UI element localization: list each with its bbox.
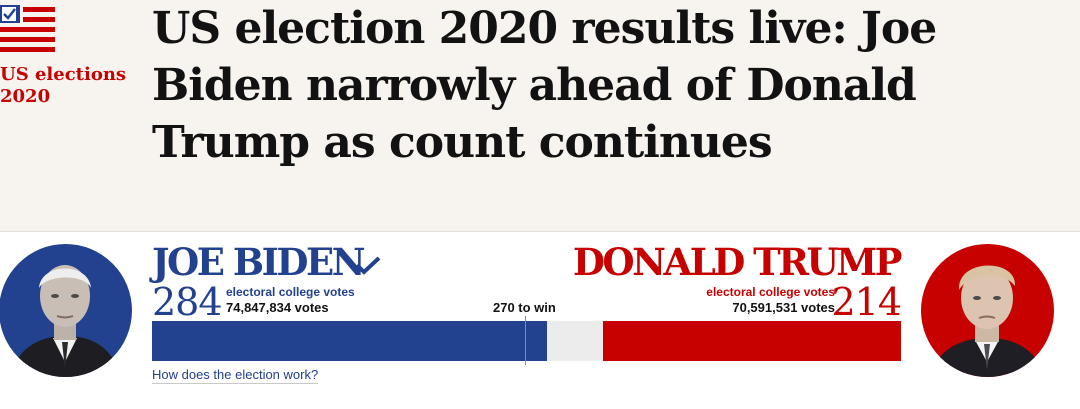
trump-electoral-votes: 214 — [831, 280, 902, 324]
trump-electoral-label: electoral college votes — [706, 285, 835, 299]
header-band — [0, 0, 1080, 231]
page-title: US election 2020 results live: Joe Biden… — [152, 3, 937, 168]
trump-bar — [603, 321, 901, 361]
series-label[interactable]: US elections 2020 — [0, 64, 127, 107]
biden-bar — [152, 321, 548, 361]
biden-popular-votes: 74,847,834 votes — [226, 300, 329, 315]
election-explainer-link[interactable]: How does the election work? — [152, 367, 319, 384]
to-win-label: 270 to win — [493, 300, 556, 315]
biden-name: JOE BIDEN — [152, 240, 366, 284]
checkmark-icon — [355, 255, 381, 275]
win-threshold-line — [525, 316, 526, 365]
electoral-bar — [152, 321, 901, 361]
trump-portrait — [921, 244, 1054, 377]
trump-popular-votes: 70,591,531 votes — [732, 300, 835, 315]
trump-name: DONALD TRUMP — [572, 240, 903, 284]
us-flag-ballot-icon[interactable] — [0, 5, 56, 59]
biden-electoral-label: electoral college votes — [226, 285, 355, 299]
section-divider — [0, 231, 1080, 232]
biden-portrait — [0, 244, 132, 377]
biden-electoral-votes: 284 — [152, 280, 223, 324]
